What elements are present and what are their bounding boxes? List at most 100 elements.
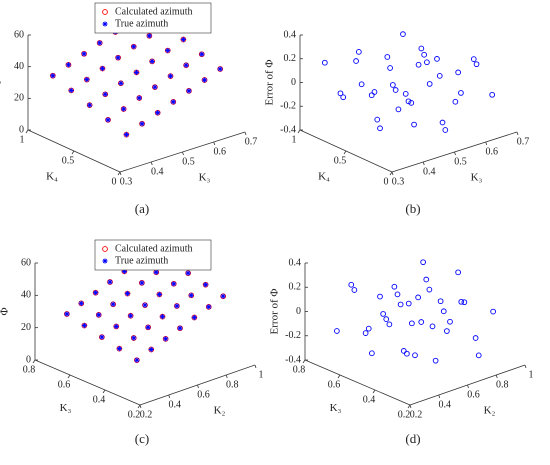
point xyxy=(472,335,479,341)
point xyxy=(405,98,412,105)
point xyxy=(321,59,328,66)
point xyxy=(377,125,383,132)
x-tick-label: 0.2 xyxy=(140,409,153,420)
z-tick-label: -0.2 xyxy=(280,101,296,112)
point xyxy=(397,301,404,308)
axis-line xyxy=(34,359,141,406)
x-tick-label: 0.6 xyxy=(486,146,499,157)
point xyxy=(426,286,433,293)
point xyxy=(351,287,358,293)
legend-label: Calculated azimuth xyxy=(115,243,192,254)
point xyxy=(340,94,347,101)
point xyxy=(458,298,465,305)
point xyxy=(415,61,422,68)
point xyxy=(440,308,447,315)
point xyxy=(170,99,176,105)
point xyxy=(461,299,468,306)
z-tick-label: -0.2 xyxy=(285,330,301,341)
point xyxy=(455,269,461,276)
x-tick-label: 0.6 xyxy=(214,146,227,157)
x-tick-label: 0.5 xyxy=(182,156,195,167)
panel-label: (a) xyxy=(135,201,149,216)
panel-label: (d) xyxy=(405,431,420,446)
point xyxy=(201,77,208,83)
point xyxy=(402,90,409,97)
point xyxy=(334,328,340,334)
point xyxy=(358,81,365,88)
point xyxy=(475,352,482,359)
z-tick-label: 40 xyxy=(21,290,31,301)
point xyxy=(421,51,427,58)
panel: 0.20.40.60.810.20.40.60.80204060K₂K₃ΦCal… xyxy=(0,239,264,446)
point xyxy=(392,87,399,93)
y-tick-label: 0.4 xyxy=(363,394,376,405)
point xyxy=(384,54,391,60)
point xyxy=(188,292,194,298)
point xyxy=(99,65,106,72)
y-tick xyxy=(302,359,306,364)
x-tick xyxy=(516,131,519,136)
z-tick-label: 40 xyxy=(14,61,24,72)
x-tick-label: 0.8 xyxy=(496,379,509,390)
legend-box xyxy=(94,239,212,271)
z-axis-label: Φ xyxy=(0,78,4,86)
point xyxy=(155,110,161,116)
x-axis-label: K₂ xyxy=(484,405,496,417)
point xyxy=(380,311,386,317)
point xyxy=(455,69,462,76)
y-tick xyxy=(372,389,376,394)
point xyxy=(107,279,113,285)
y-tick-label: 1 xyxy=(20,134,25,145)
point xyxy=(131,335,137,341)
point xyxy=(185,270,191,276)
point xyxy=(444,328,450,334)
point xyxy=(113,323,119,330)
y-tick-label: 0 xyxy=(112,176,117,187)
x-tick xyxy=(467,384,469,389)
point xyxy=(386,321,393,328)
y-axis-label: K₃ xyxy=(60,402,72,414)
point xyxy=(142,302,148,308)
point xyxy=(206,304,212,310)
x-tick xyxy=(254,364,257,369)
legend-box xyxy=(94,2,212,34)
point xyxy=(374,116,381,123)
legend-label: True azimuth xyxy=(115,18,168,29)
point xyxy=(356,48,362,55)
point xyxy=(490,308,496,315)
point xyxy=(65,62,72,68)
x-tick xyxy=(422,161,425,166)
point xyxy=(174,303,180,309)
point xyxy=(432,357,439,364)
point xyxy=(78,300,84,306)
point xyxy=(139,121,145,127)
z-tick-label: 60 xyxy=(14,29,24,40)
point xyxy=(220,293,226,299)
x-tick-label: 0.4 xyxy=(423,166,436,177)
y-axis-label: K₃ xyxy=(330,402,342,414)
y-tick-label: 0.4 xyxy=(93,394,106,405)
x-tick-label: 0.4 xyxy=(151,166,164,177)
y-tick xyxy=(71,150,75,155)
legend-marker xyxy=(102,21,108,27)
x-tick-label: 0.6 xyxy=(467,389,480,400)
panel-label: (b) xyxy=(405,201,420,216)
point xyxy=(87,102,93,108)
x-tick-label: 0.2 xyxy=(410,409,423,420)
z-tick-label: -0.4 xyxy=(285,354,301,365)
point xyxy=(424,59,430,66)
point xyxy=(420,259,426,266)
point xyxy=(470,56,477,62)
x-tick-label: 0.7 xyxy=(245,136,258,147)
legend-marker xyxy=(102,9,108,15)
point xyxy=(423,276,430,283)
point xyxy=(437,298,444,305)
point xyxy=(139,280,145,286)
x-tick xyxy=(182,151,184,156)
point xyxy=(418,319,425,325)
point xyxy=(93,290,99,296)
point xyxy=(415,294,421,301)
z-tick-label: 0 xyxy=(296,306,301,317)
point xyxy=(121,268,127,274)
point xyxy=(131,44,137,50)
